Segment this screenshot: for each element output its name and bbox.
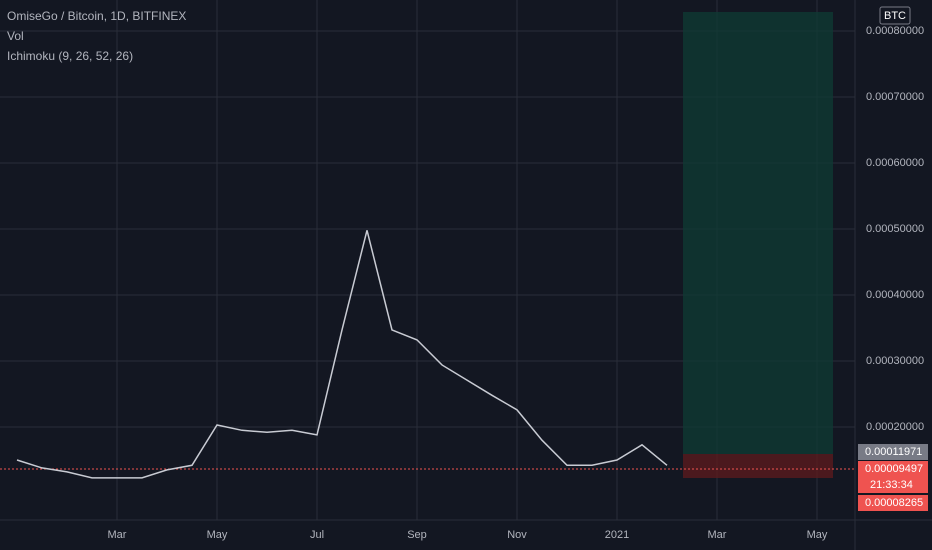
y-tick-label: 0.00070000: [866, 91, 924, 103]
target-zone: [683, 12, 833, 454]
x-tick-label: Sep: [407, 529, 427, 541]
price-tag-label: 0.00011971: [865, 446, 922, 458]
price-line: [16, 230, 668, 479]
y-tick-label: 0.00080000: [866, 25, 924, 37]
x-tick-label: Jul: [310, 529, 324, 541]
x-tick-label: 2021: [605, 529, 629, 541]
currency-label[interactable]: BTC: [884, 10, 906, 22]
price-tag-label: 0.00008265: [865, 497, 923, 509]
countdown-label: 21:33:34: [870, 479, 913, 491]
chart-title: OmiseGo / Bitcoin, 1D, BITFINEX: [7, 9, 186, 23]
stop-zone: [683, 454, 833, 478]
price-tag: [858, 444, 928, 460]
x-tick-label: May: [807, 529, 828, 541]
x-tick-label: Mar: [108, 529, 127, 541]
y-tick-label: 0.00050000: [866, 223, 924, 235]
y-tick-label: 0.00060000: [866, 157, 924, 169]
indicator-label: Vol: [7, 29, 24, 43]
price-tag-label: 0.00009497: [865, 463, 923, 475]
y-tick-label: 0.00020000: [866, 421, 924, 433]
x-tick-label: Mar: [708, 529, 727, 541]
price-tag: [858, 495, 928, 511]
x-tick-label: Nov: [507, 529, 527, 541]
x-tick-label: May: [207, 529, 228, 541]
price-tag: [858, 461, 928, 493]
y-tick-label: 0.00040000: [866, 289, 924, 301]
y-tick-label: 0.00030000: [866, 355, 924, 367]
indicator-label: Ichimoku (9, 26, 52, 26): [7, 49, 133, 63]
currency-badge[interactable]: [879, 6, 911, 25]
